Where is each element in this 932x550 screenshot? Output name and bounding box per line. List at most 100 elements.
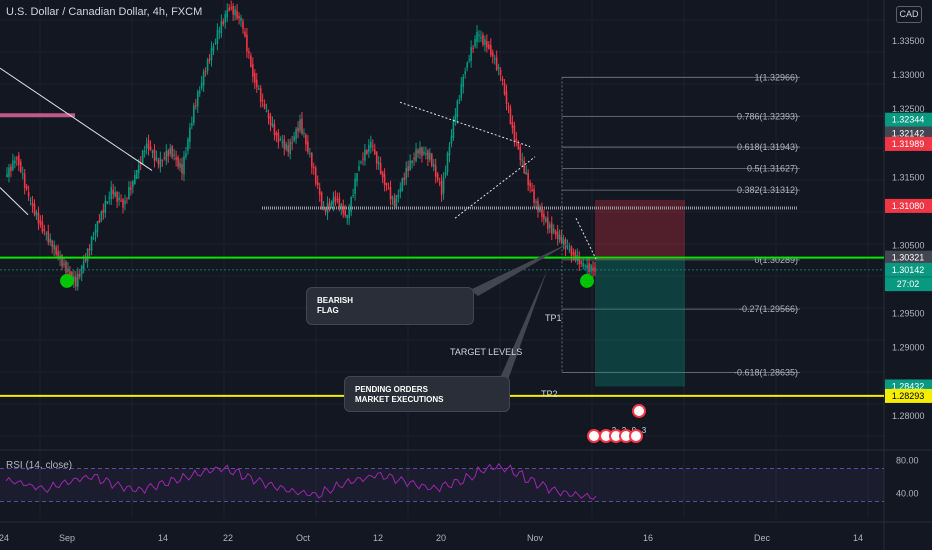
candle-body: [163, 157, 166, 159]
candle-body: [242, 21, 244, 29]
candle-body: [291, 142, 293, 144]
time-tick: 14: [853, 533, 863, 543]
candle-body: [484, 39, 486, 45]
candle-body: [253, 72, 256, 83]
candle-body: [86, 248, 89, 262]
candle-body: [391, 196, 394, 200]
candle-body: [29, 199, 32, 201]
pending-orders-line-2: MARKET EXECUTIONS: [355, 395, 444, 404]
candle-body: [478, 34, 480, 36]
candle-body: [128, 186, 130, 200]
candle-body: [558, 234, 561, 241]
candle-body: [336, 199, 339, 201]
candle-body: [61, 255, 63, 267]
candle-body: [149, 146, 152, 151]
candle-body: [102, 209, 105, 214]
candle-body: [19, 161, 22, 173]
candle-body: [187, 138, 189, 151]
candle-body: [311, 153, 313, 168]
candle-body: [17, 155, 20, 165]
candle-body: [450, 135, 453, 144]
trendline-upper: [0, 67, 153, 171]
candle-body: [226, 10, 229, 18]
candle-body: [78, 274, 81, 277]
fib-label: 0.618(1.31943): [737, 142, 798, 152]
candle-body: [222, 21, 225, 25]
candle-body: [556, 231, 559, 239]
candle-body: [252, 64, 254, 77]
event-marker: [587, 429, 601, 443]
candle-body: [411, 160, 413, 164]
candle-body: [14, 160, 16, 164]
candle-body: [279, 139, 282, 141]
candle-body: [521, 159, 524, 161]
candle-body: [246, 34, 248, 52]
candle-body: [379, 163, 382, 175]
candle-body: [417, 150, 419, 154]
fib-label: 1(1.32966): [754, 72, 798, 82]
candle-body: [224, 14, 227, 23]
candle-body: [76, 274, 79, 287]
candle-body: [588, 263, 590, 272]
price-badge-label: 27:02: [897, 279, 920, 289]
candle-body: [183, 156, 185, 175]
candle-body: [529, 182, 531, 187]
pending-orders-pointer: [500, 268, 548, 380]
candle-body: [572, 252, 575, 255]
candle-body: [175, 157, 177, 160]
candle-body: [57, 251, 59, 257]
time-axis: 24 Sep 14 22 Oct 12 20 Nov 16 Dec 14: [0, 533, 863, 543]
candle-body: [307, 141, 309, 152]
candle-body: [277, 132, 280, 143]
candle-body: [194, 105, 197, 107]
fib-label: 0(1.30289): [754, 255, 798, 265]
candle-body: [519, 146, 522, 160]
candle-body: [179, 162, 181, 168]
currency-button[interactable]: CAD: [896, 6, 922, 23]
candle-body: [191, 123, 193, 126]
rsi-tick: 80.00: [896, 455, 919, 465]
candle-body: [238, 15, 240, 19]
candle-body: [204, 70, 207, 73]
candle-body: [448, 146, 451, 156]
candle-body: [491, 52, 494, 57]
candle-body: [397, 195, 400, 197]
price-badge: [885, 198, 932, 213]
candle-body: [159, 157, 162, 168]
candles: [6, 0, 596, 291]
candle-body: [94, 229, 97, 236]
candle-body: [98, 219, 101, 223]
candle-body: [230, 7, 232, 9]
candle-body: [499, 70, 502, 76]
candle-body: [177, 157, 179, 167]
candle-body: [531, 189, 533, 192]
candle-body: [200, 82, 203, 88]
bearish-flag-line-2: FLAG: [317, 306, 339, 315]
candle-body: [90, 236, 93, 251]
candle-body: [454, 114, 457, 122]
candle-body: [271, 123, 274, 127]
time-tick: 22: [223, 533, 233, 543]
candle-body: [216, 30, 219, 44]
price-tick: 1.32500: [892, 104, 925, 114]
candle-body: [340, 204, 343, 209]
candle-body: [189, 127, 191, 142]
candle-body: [401, 178, 404, 191]
fib-label: -0.618(1.28635): [734, 368, 798, 378]
price-badge-label: 1.31989: [892, 139, 925, 149]
candle-body: [208, 58, 211, 61]
price-badge: [885, 112, 932, 127]
candle-body: [346, 214, 349, 219]
candle-body: [399, 188, 402, 193]
price-badge-label: 1.31080: [892, 201, 925, 211]
pending-orders-line-1: PENDING ORDERS: [355, 385, 428, 394]
candle-body: [283, 139, 286, 150]
candle-body: [387, 188, 390, 190]
candle-body: [67, 268, 69, 272]
fib-label: 0.382(1.31312): [737, 185, 798, 195]
candle-body: [259, 88, 262, 102]
candle-body: [112, 190, 114, 195]
candle-body: [539, 207, 541, 212]
